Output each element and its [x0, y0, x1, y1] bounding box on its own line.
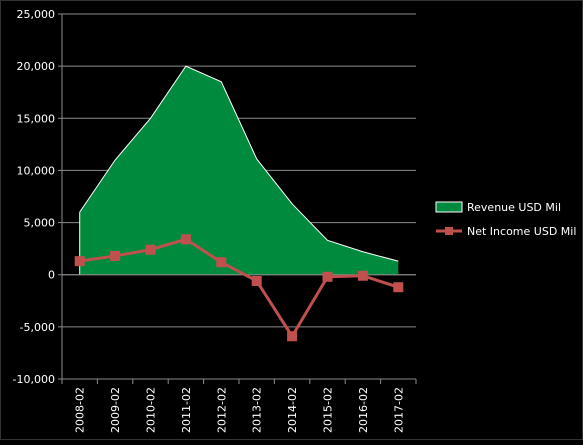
x-tick-label: 2014-02	[286, 387, 299, 433]
y-tick-label: 10,000	[17, 164, 56, 177]
x-tick-label: 2015-02	[322, 387, 335, 433]
y-tick-label: 20,000	[17, 60, 56, 73]
x-tick-label: 2013-02	[251, 387, 264, 433]
x-tick-label: 2010-02	[145, 387, 158, 433]
legend-net-income-marker	[445, 227, 453, 235]
net-income-marker	[110, 250, 121, 261]
net-income-marker	[357, 270, 368, 281]
x-tick-label: 2008-02	[74, 387, 87, 433]
x-tick-label: 2009-02	[109, 387, 122, 433]
net-income-marker	[322, 271, 333, 282]
net-income-marker	[287, 331, 298, 342]
legend-revenue-label: Revenue USD Mil	[467, 201, 561, 214]
y-axis: -10,000 -5,000 0 5,000 10,000 15,000 20,000 25,…	[13, 8, 63, 386]
x-tick-label: 2012-02	[215, 387, 228, 433]
series-layer	[62, 65, 416, 342]
x-tick-label: 2011-02	[180, 387, 193, 433]
net-income-line	[79, 237, 399, 340]
y-tick-label: -10,000	[13, 373, 55, 386]
net-income-marker	[393, 282, 404, 293]
y-tick-label: 5,000	[24, 217, 56, 230]
legend-revenue-swatch	[435, 201, 463, 213]
net-income-marker	[216, 257, 227, 268]
net-income-marker	[251, 275, 262, 286]
net-income-marker	[74, 256, 85, 267]
y-tick-label: 15,000	[17, 112, 56, 125]
revenue-area-outline	[79, 65, 399, 262]
legend-net-income-label: Net Income USD Mil	[467, 225, 576, 238]
x-axis: 2008-02 2009-02 2010-02 2011-02 2012-02 2013-…	[61, 378, 417, 433]
x-tick-label: 2017-02	[392, 387, 405, 433]
legend: Revenue USD Mil Net Income USD Mil	[435, 201, 576, 238]
revenue-area	[79, 66, 399, 275]
net-income-marker	[180, 234, 191, 245]
net-income-marker	[145, 244, 156, 255]
x-tick-label: 2016-02	[357, 387, 370, 433]
y-tick-label: 0	[48, 269, 55, 282]
y-tick-label: -5,000	[20, 321, 55, 334]
y-tick-label: 25,000	[17, 8, 56, 21]
